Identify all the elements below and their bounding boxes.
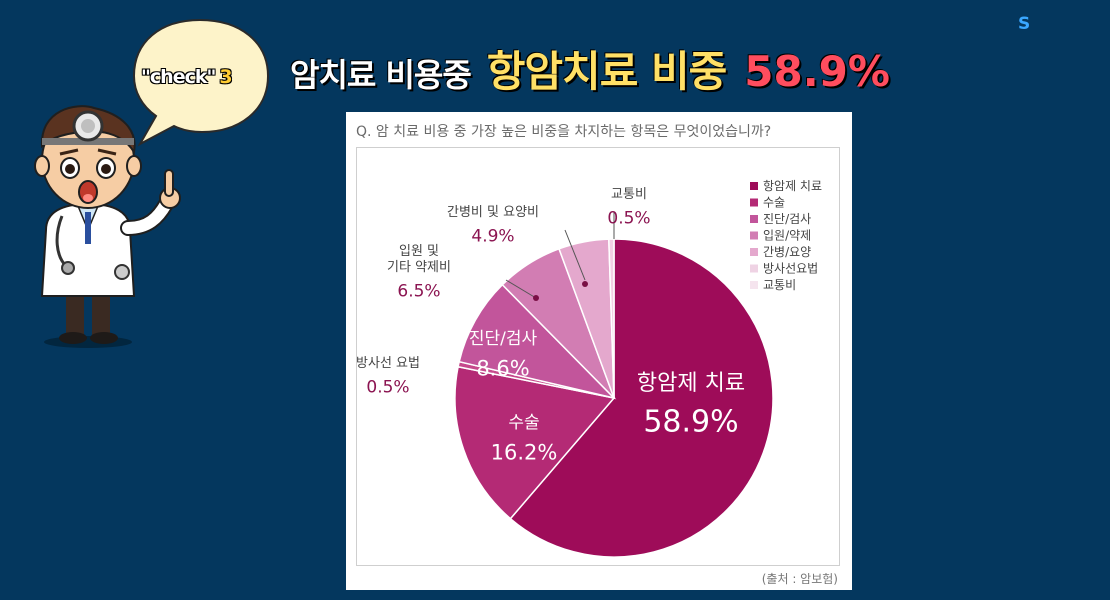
pie-slice-4 — [458, 283, 617, 400]
slice-value-1: 58.9% — [643, 405, 738, 440]
bubble-check-text: "check" — [141, 66, 216, 88]
leader-line-6 — [564, 229, 586, 281]
headline-part2: 항암치료 비중 — [486, 47, 727, 96]
legend-label-2: 수술 — [763, 196, 785, 210]
legend-label-1: 항암제 치료 — [763, 179, 822, 193]
slice-value-4: 8.6% — [476, 357, 529, 381]
slice-name-5-line-1: 입원 및 — [399, 244, 439, 259]
legend-label-6: 방사선요법 — [763, 262, 818, 276]
slice-value-3: 0.5% — [366, 377, 409, 397]
slice-name-7-line-1: 교통비 — [611, 187, 647, 202]
headline-part1: 암치료 비용중 — [290, 56, 472, 94]
leader-dot-6 — [582, 281, 588, 287]
legend-label-4: 입원/약제 — [763, 228, 811, 243]
leader-dot-5 — [533, 295, 539, 301]
legend-label-5: 간병/요양 — [763, 245, 811, 259]
slice-name-3-line-1: 방사선 요법 — [356, 356, 420, 371]
bubble-label: "check" 3 — [141, 66, 233, 88]
brand-logo: S — [1018, 14, 1030, 34]
speech-bubble — [132, 18, 270, 147]
slice-label-3: 방사선 요법 0.5% — [356, 356, 420, 397]
slice-label-7: 교통비 0.5% — [607, 187, 650, 228]
slice-label-4: 진단/검사 8.6% — [469, 329, 538, 381]
leader-line-5 — [505, 279, 537, 299]
slice-label-6: 간병비 및 요양비 4.9% — [447, 205, 539, 246]
legend-swatch-7 — [750, 281, 758, 289]
slice-label-2: 수술 16.2% — [491, 413, 558, 465]
slice-name-6-line-1: 간병비 및 요양비 — [447, 205, 539, 220]
slice-label-1: 항암제 치료 58.9% — [637, 371, 745, 440]
slice-name-5-line-2: 기타 약제비 — [387, 260, 451, 275]
slice-name-1-line-1: 항암제 치료 — [637, 371, 745, 396]
slice-label-5: 입원 및기타 약제비 6.5% — [387, 244, 451, 301]
headline: 암치료 비용중 항암치료 비중 58.9% — [290, 38, 890, 108]
chart-card: Q. 암 치료 비용 중 가장 높은 비중을 차지하는 항목은 무엇이었습니까?… — [346, 112, 852, 590]
slice-value-2: 16.2% — [491, 441, 558, 465]
doctor-illustration — [34, 105, 181, 348]
survey-question: Q. 암 치료 비용 중 가장 높은 비중을 차지하는 항목은 무엇이었습니까? — [356, 124, 772, 140]
headline-percentage: 58.9% — [744, 47, 890, 96]
bubble-number: 3 — [219, 66, 232, 88]
pie-slice-1 — [509, 238, 774, 558]
slice-value-5: 6.5% — [397, 281, 440, 301]
legend-label-7: 교통비 — [763, 278, 796, 292]
legend-label-3: 진단/검사 — [763, 212, 811, 226]
legend-swatch-5 — [750, 248, 758, 256]
source-note: (출처 : 암보험) — [761, 572, 838, 586]
slice-value-7: 0.5% — [607, 208, 650, 228]
chart-frame — [356, 147, 840, 566]
slice-name-2-line-1: 수술 — [508, 413, 539, 433]
slice-value-6: 4.9% — [471, 226, 514, 246]
legend-swatch-3 — [750, 215, 758, 223]
legend-swatch-1 — [750, 182, 758, 190]
legend-swatch-2 — [750, 198, 758, 207]
legend-swatch-6 — [750, 264, 758, 273]
pie-chart: 항암제 치료 58.9% 수술 16.2% 방사선 요법 0.5% 진단/검사 8.6% 입원 … — [356, 179, 822, 558]
slice-name-4-line-1: 진단/검사 — [469, 329, 538, 349]
legend-swatch-4 — [750, 231, 758, 240]
pie-slice-2 — [454, 365, 616, 520]
